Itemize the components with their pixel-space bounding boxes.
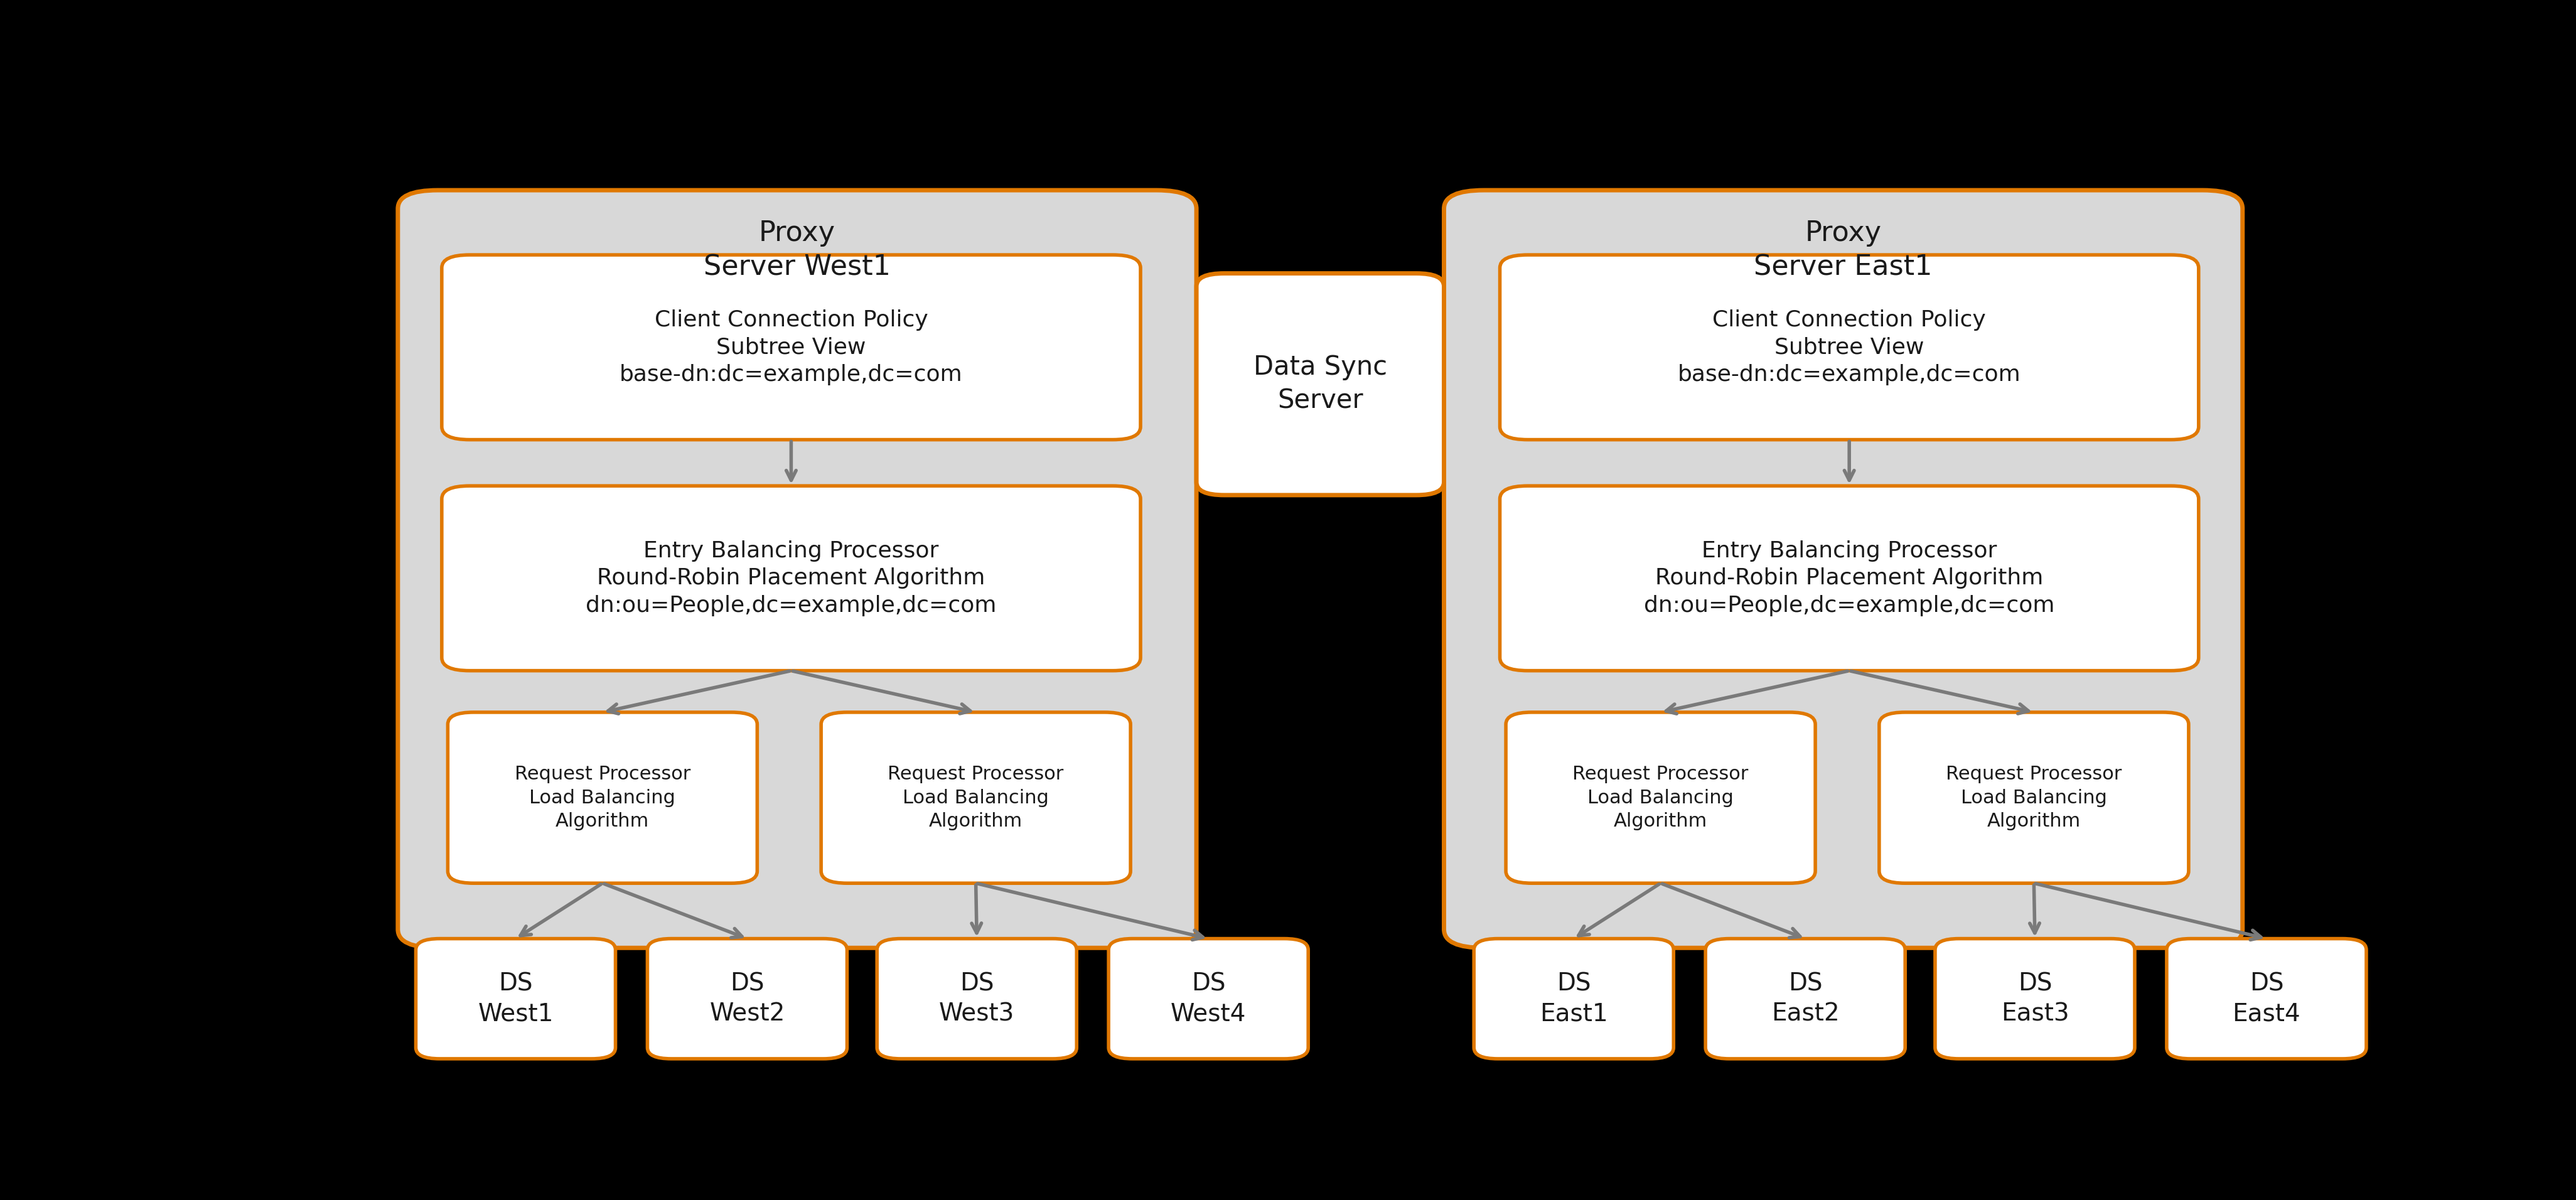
FancyBboxPatch shape <box>1499 254 2197 439</box>
Text: Entry Balancing Processor
Round-Robin Placement Algorithm
dn:ou=People,dc=exampl: Entry Balancing Processor Round-Robin Pl… <box>1643 540 2056 617</box>
FancyBboxPatch shape <box>822 713 1131 883</box>
Text: Proxy
Server East1: Proxy Server East1 <box>1754 220 1932 281</box>
Text: Request Processor
Load Balancing
Algorithm: Request Processor Load Balancing Algorit… <box>889 766 1064 830</box>
Text: DS
East2: DS East2 <box>1772 972 1839 1026</box>
Text: Client Connection Policy
Subtree View
base-dn:dc=example,dc=com: Client Connection Policy Subtree View ba… <box>1677 310 2020 385</box>
Text: Request Processor
Load Balancing
Algorithm: Request Processor Load Balancing Algorit… <box>1571 766 1749 830</box>
FancyBboxPatch shape <box>1195 274 1445 496</box>
Text: Request Processor
Load Balancing
Algorithm: Request Processor Load Balancing Algorit… <box>515 766 690 830</box>
Text: Data Sync
Server: Data Sync Server <box>1255 354 1386 414</box>
Text: DS
West2: DS West2 <box>708 972 786 1026</box>
FancyBboxPatch shape <box>443 254 1141 439</box>
FancyBboxPatch shape <box>876 938 1077 1058</box>
FancyBboxPatch shape <box>1705 938 1906 1058</box>
Text: Entry Balancing Processor
Round-Robin Placement Algorithm
dn:ou=People,dc=exampl: Entry Balancing Processor Round-Robin Pl… <box>585 540 997 617</box>
FancyBboxPatch shape <box>443 486 1141 671</box>
FancyBboxPatch shape <box>1878 713 2190 883</box>
Text: DS
West4: DS West4 <box>1170 972 1247 1026</box>
Text: Request Processor
Load Balancing
Algorithm: Request Processor Load Balancing Algorit… <box>1945 766 2123 830</box>
FancyBboxPatch shape <box>2166 938 2367 1058</box>
FancyBboxPatch shape <box>647 938 848 1058</box>
FancyBboxPatch shape <box>1473 938 1674 1058</box>
Text: DS
West3: DS West3 <box>940 972 1015 1026</box>
FancyBboxPatch shape <box>1499 486 2197 671</box>
Text: DS
East1: DS East1 <box>1540 972 1607 1026</box>
Text: DS
West1: DS West1 <box>477 972 554 1026</box>
FancyBboxPatch shape <box>1935 938 2136 1058</box>
FancyBboxPatch shape <box>415 938 616 1058</box>
FancyBboxPatch shape <box>1445 191 2244 948</box>
Text: Client Connection Policy
Subtree View
base-dn:dc=example,dc=com: Client Connection Policy Subtree View ba… <box>621 310 963 385</box>
FancyBboxPatch shape <box>448 713 757 883</box>
Text: Proxy
Server West1: Proxy Server West1 <box>703 220 891 281</box>
FancyBboxPatch shape <box>397 191 1195 948</box>
Text: DS
East4: DS East4 <box>2233 972 2300 1026</box>
Text: DS
East3: DS East3 <box>2002 972 2069 1026</box>
FancyBboxPatch shape <box>1108 938 1309 1058</box>
FancyBboxPatch shape <box>1507 713 1816 883</box>
